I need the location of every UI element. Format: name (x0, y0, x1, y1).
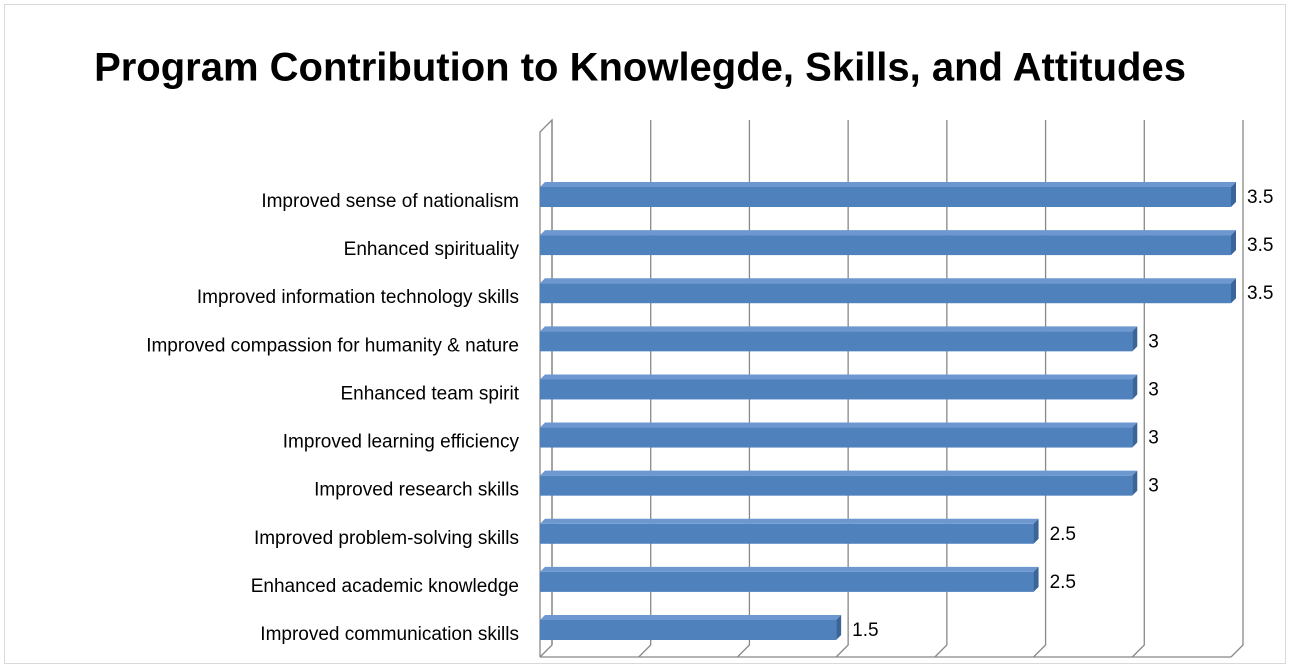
bar-top (540, 470, 1138, 476)
data-label: 3 (1148, 331, 1159, 352)
data-label: 3 (1148, 476, 1159, 497)
bar-top (540, 278, 1236, 284)
bar (540, 283, 1231, 304)
bar-end (1132, 374, 1138, 400)
bar-end (1231, 278, 1236, 304)
bar-end (1033, 566, 1039, 592)
bar-end (1231, 182, 1236, 207)
y-tick-label: Improved communication skills (260, 624, 519, 645)
bar-top (540, 182, 1236, 187)
bar-top (540, 566, 1039, 572)
bar-top (540, 374, 1138, 380)
bar-end (1231, 230, 1236, 256)
bar (540, 523, 1034, 544)
bar-end (1132, 470, 1138, 496)
bar (540, 235, 1231, 256)
bar-top (540, 518, 1039, 524)
bar (540, 571, 1034, 592)
chart-title: Program Contribution to Knowlegde, Skill… (94, 46, 1186, 90)
y-tick-label: Enhanced academic knowledge (251, 576, 519, 597)
bar-top (540, 326, 1138, 332)
y-tick-label: Improved sense of nationalism (261, 191, 519, 212)
bar-end (1132, 326, 1138, 352)
bar-end (1033, 518, 1039, 544)
bar (540, 331, 1133, 352)
y-tick-label: Improved learning efficiency (283, 432, 520, 453)
data-label: 1.5 (852, 620, 878, 641)
bar-top (540, 615, 842, 620)
y-tick-label: Improved compassion for humanity & natur… (146, 335, 519, 356)
bar-end (836, 615, 842, 640)
data-label: 2.5 (1050, 572, 1076, 593)
bar (540, 620, 837, 640)
bar-end (1132, 422, 1138, 448)
data-label: 3.5 (1247, 283, 1273, 304)
y-tick-label: Improved research skills (314, 480, 519, 501)
bar (540, 379, 1133, 400)
data-label: 3.5 (1247, 235, 1273, 256)
y-tick-label: Improved problem-solving skills (254, 528, 519, 549)
y-tick-label: Enhanced spirituality (344, 239, 520, 260)
grid-line (1230, 120, 1244, 658)
bar-top (540, 230, 1236, 236)
data-label: 3 (1148, 379, 1159, 400)
bar (540, 475, 1133, 496)
bar (540, 427, 1133, 448)
y-tick-label: Improved information technology skills (197, 287, 519, 308)
y-tick-label: Enhanced team spirit (341, 383, 520, 404)
bar-top (540, 422, 1138, 428)
data-label: 3.5 (1247, 187, 1273, 208)
data-label: 3 (1148, 428, 1159, 449)
bar (540, 187, 1231, 207)
data-label: 2.5 (1050, 524, 1076, 545)
